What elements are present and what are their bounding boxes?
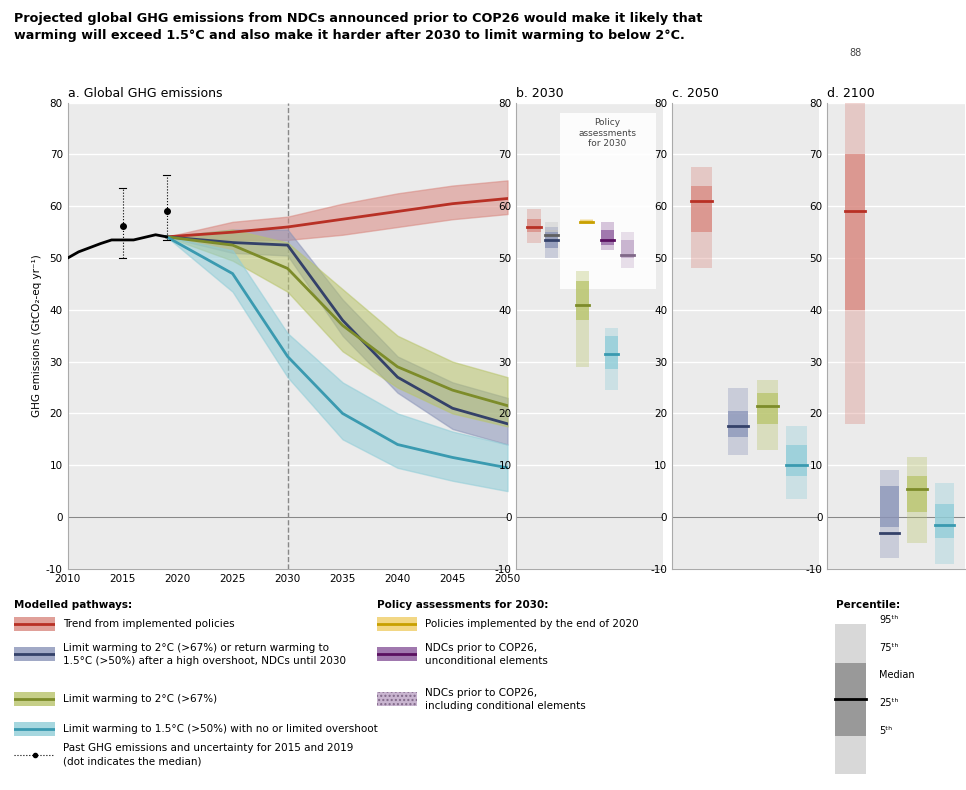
Bar xyxy=(14,617,55,631)
Bar xyxy=(545,232,558,248)
Text: Policy
assessments
for 2030: Policy assessments for 2030 xyxy=(579,118,637,148)
Bar xyxy=(880,486,899,528)
Bar xyxy=(935,483,954,563)
Bar xyxy=(907,457,926,543)
Bar xyxy=(601,230,614,245)
Text: Projected global GHG emissions from NDCs announced prior to COP26 would make it : Projected global GHG emissions from NDCs… xyxy=(14,12,703,42)
Text: Modelled pathways:: Modelled pathways: xyxy=(14,600,132,611)
Text: Median: Median xyxy=(879,671,915,680)
Text: Limit warming to 1.5°C (>50%) with no or limited overshoot: Limit warming to 1.5°C (>50%) with no or… xyxy=(63,724,378,734)
Bar xyxy=(845,62,865,423)
Bar xyxy=(727,388,749,455)
Bar xyxy=(576,281,589,320)
Bar xyxy=(545,222,558,248)
Text: Percentile:: Percentile: xyxy=(836,600,899,611)
Bar xyxy=(757,380,778,450)
Bar xyxy=(377,692,417,706)
Y-axis label: GHG emissions (GtCO₂-eq yr⁻¹): GHG emissions (GtCO₂-eq yr⁻¹) xyxy=(32,254,42,417)
Bar xyxy=(605,336,618,370)
Text: d. 2100: d. 2100 xyxy=(828,87,875,100)
Bar xyxy=(907,476,926,512)
Bar xyxy=(377,617,417,631)
Bar xyxy=(527,209,541,243)
Bar xyxy=(14,692,55,706)
Text: Policy assessments for 2030:: Policy assessments for 2030: xyxy=(377,600,548,611)
Bar xyxy=(581,219,593,224)
Bar xyxy=(786,427,807,499)
Bar xyxy=(845,155,865,310)
Bar xyxy=(545,227,558,258)
Text: Policies implemented by the end of 2020: Policies implemented by the end of 2020 xyxy=(425,619,639,629)
Text: Past GHG emissions and uncertainty for 2015 and 2019
(dot indicates the median): Past GHG emissions and uncertainty for 2… xyxy=(63,743,354,766)
Bar xyxy=(880,470,899,559)
Bar xyxy=(835,624,866,774)
Bar xyxy=(377,647,417,661)
Bar xyxy=(576,271,589,367)
Text: Limit warming to 2°C (>67%) or return warming to
1.5°C (>50%) after a high overs: Limit warming to 2°C (>67%) or return wa… xyxy=(63,643,346,665)
Bar xyxy=(727,411,749,437)
Bar xyxy=(377,692,417,706)
Bar xyxy=(560,113,656,289)
Bar xyxy=(14,722,55,736)
Bar xyxy=(621,232,635,269)
Bar xyxy=(691,186,712,232)
Bar xyxy=(14,647,55,661)
Bar xyxy=(605,328,618,390)
Bar xyxy=(527,219,541,232)
Bar xyxy=(581,220,593,223)
Bar xyxy=(601,222,614,250)
Text: 5ᵗʰ: 5ᵗʰ xyxy=(879,726,893,735)
Text: 75ᵗʰ: 75ᵗʰ xyxy=(879,643,898,653)
Bar xyxy=(621,240,635,258)
Bar xyxy=(545,230,558,240)
Text: b. 2030: b. 2030 xyxy=(517,87,564,100)
Bar xyxy=(691,167,712,269)
Bar xyxy=(757,393,778,423)
Text: 25ᵗʰ: 25ᵗʰ xyxy=(879,698,898,708)
Bar xyxy=(935,504,954,538)
Text: NDCs prior to COP26,
unconditional elements: NDCs prior to COP26, unconditional eleme… xyxy=(425,643,548,665)
Text: 88: 88 xyxy=(849,48,861,58)
Text: Limit warming to 2°C (>67%): Limit warming to 2°C (>67%) xyxy=(63,694,217,704)
Text: c. 2050: c. 2050 xyxy=(672,87,719,100)
Text: 95ᵗʰ: 95ᵗʰ xyxy=(879,615,898,625)
Text: Trend from implemented policies: Trend from implemented policies xyxy=(63,619,235,629)
Bar xyxy=(786,445,807,476)
Text: NDCs prior to COP26,
including conditional elements: NDCs prior to COP26, including condition… xyxy=(425,688,585,710)
Bar xyxy=(835,663,866,735)
Text: a. Global GHG emissions: a. Global GHG emissions xyxy=(68,87,222,100)
